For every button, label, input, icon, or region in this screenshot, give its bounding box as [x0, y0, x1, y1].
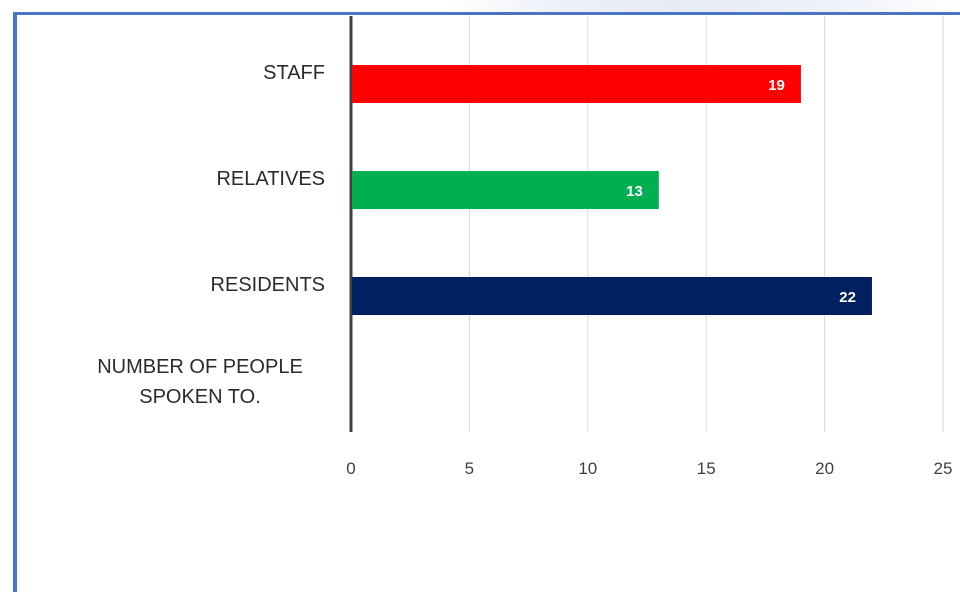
top-banner: [0, 0, 960, 14]
category-label: NUMBER OF PEOPLE SPOKEN TO.: [97, 356, 303, 408]
x-tick-label: 25: [934, 459, 953, 478]
data-label: 13: [626, 183, 643, 200]
x-tick-label: 10: [578, 459, 597, 478]
data-label: 19: [768, 77, 785, 94]
category-label: RELATIVES: [216, 168, 325, 190]
bar: [352, 65, 801, 103]
bar: [352, 171, 659, 209]
x-tick-label: 20: [815, 459, 834, 478]
x-tick-label: 0: [346, 459, 355, 478]
category-label: RESIDENTS: [211, 274, 325, 296]
x-tick-label: 5: [465, 459, 474, 478]
category-label: STAFF: [263, 62, 325, 84]
data-label: 22: [839, 289, 856, 306]
x-tick-label: 15: [697, 459, 716, 478]
bar: [352, 277, 872, 315]
bar-chart: 0 5 10 15 20 25 NUMBER OF PEOPLE SPOKEN TO. 22 RE…: [97, 16, 953, 478]
